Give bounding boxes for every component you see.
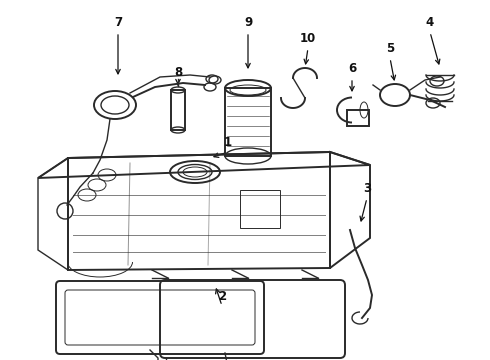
Text: 10: 10	[300, 31, 316, 45]
Text: 5: 5	[386, 41, 394, 54]
Text: 9: 9	[244, 15, 252, 28]
Bar	[240, 190, 280, 228]
Text: 4: 4	[426, 15, 434, 28]
Text: 1: 1	[224, 135, 232, 148]
Text: 8: 8	[174, 66, 182, 78]
Text: 7: 7	[114, 15, 122, 28]
Text: 6: 6	[348, 62, 356, 75]
Bar	[171, 90, 185, 130]
Text: 2: 2	[218, 289, 226, 302]
Text: 3: 3	[363, 181, 371, 194]
Bar	[225, 88, 271, 156]
Bar	[347, 110, 369, 126]
